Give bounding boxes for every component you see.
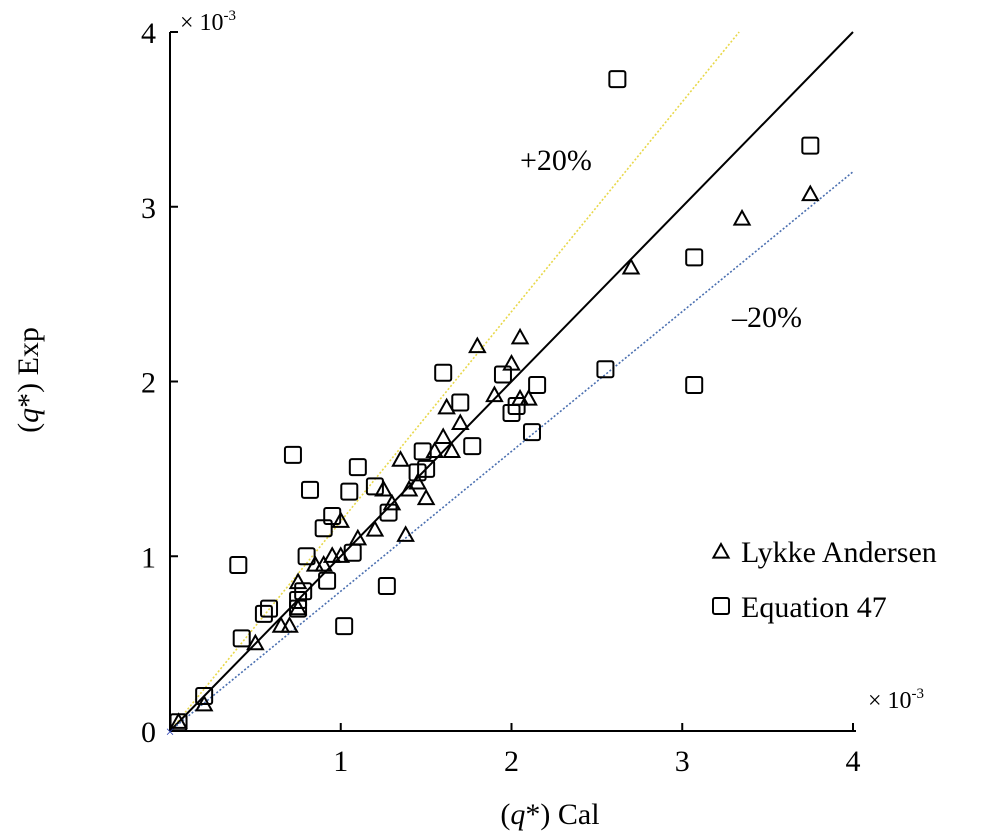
legend: Lykke Andersen Equation 47 bbox=[711, 536, 937, 624]
square-point bbox=[301, 480, 320, 499]
triangle-point bbox=[732, 208, 752, 226]
triangle-point bbox=[280, 616, 299, 633]
square-point bbox=[417, 459, 436, 478]
reference-line-0 bbox=[169, 31, 740, 732]
minus-20-percent-label: –20% bbox=[731, 301, 802, 334]
plus-20-percent-label: +20% bbox=[520, 144, 592, 177]
square-point bbox=[463, 437, 482, 456]
origin-marker: × bbox=[165, 724, 174, 741]
triangle-point bbox=[374, 479, 393, 497]
legend-triangle-marker bbox=[711, 541, 731, 559]
square-point bbox=[365, 477, 384, 496]
triangle-point bbox=[382, 493, 402, 511]
triangle-point bbox=[442, 441, 462, 458]
square-point bbox=[377, 576, 396, 595]
legend-label-lykke-andersen: Lykke Andersen bbox=[741, 536, 937, 569]
square-point bbox=[232, 629, 251, 648]
square-point bbox=[413, 442, 432, 461]
triangle-point bbox=[425, 441, 444, 458]
tick-labels: 1 2 3 4 0 1 2 3 4 bbox=[141, 17, 861, 778]
data-points: × bbox=[165, 70, 820, 741]
triangle-point bbox=[169, 712, 188, 729]
triangle-point bbox=[801, 184, 820, 202]
square-point bbox=[608, 70, 627, 89]
square-point bbox=[169, 713, 188, 732]
triangle-point bbox=[396, 525, 415, 542]
legend-square bbox=[712, 597, 730, 615]
square-point bbox=[318, 571, 337, 590]
triangle-point bbox=[416, 488, 436, 506]
triangle-point bbox=[331, 511, 351, 528]
square-point bbox=[596, 360, 615, 379]
square-point bbox=[229, 555, 248, 574]
reference-line-2 bbox=[169, 171, 854, 732]
square-point bbox=[335, 617, 354, 636]
square-point bbox=[507, 396, 526, 415]
square-point bbox=[348, 458, 367, 477]
square-point bbox=[195, 687, 214, 706]
square-point bbox=[323, 507, 342, 526]
triangle-point bbox=[485, 385, 504, 403]
square-point bbox=[254, 604, 273, 623]
square-point bbox=[294, 582, 313, 601]
triangle-point bbox=[288, 572, 308, 590]
y-tick-label: 0 bbox=[141, 716, 156, 749]
triangle-point bbox=[450, 413, 470, 431]
tick-marks bbox=[170, 31, 854, 732]
y-scale-label: × 10-3 bbox=[180, 8, 236, 36]
x-axis-title: (q*) Cal bbox=[500, 798, 599, 831]
triangle-point bbox=[408, 472, 427, 490]
legend-label-equation-47: Equation 47 bbox=[741, 591, 887, 624]
square-point bbox=[685, 375, 704, 394]
square-point bbox=[502, 403, 521, 422]
square-point bbox=[434, 363, 453, 382]
square-point bbox=[283, 445, 302, 464]
x-tick-label: 4 bbox=[846, 745, 861, 778]
square-point bbox=[451, 393, 470, 412]
x-tick-label: 2 bbox=[504, 745, 519, 778]
triangle-point bbox=[437, 397, 456, 415]
y-tick-label: 4 bbox=[141, 17, 156, 50]
legend-square-marker bbox=[712, 597, 730, 615]
square-point bbox=[260, 599, 279, 618]
square-point bbox=[343, 543, 362, 562]
y-tick-label: 2 bbox=[141, 367, 156, 400]
square-point bbox=[522, 423, 541, 442]
square-point bbox=[297, 547, 316, 566]
y-axis-title: (q*) Exp bbox=[12, 327, 45, 433]
y-tick-label: 1 bbox=[141, 541, 156, 574]
triangle-point bbox=[510, 327, 530, 345]
square-point bbox=[528, 375, 547, 394]
square-point bbox=[289, 599, 308, 618]
square-point bbox=[340, 482, 359, 501]
square-point bbox=[801, 136, 820, 155]
triangle-point bbox=[314, 554, 333, 572]
triangle-point bbox=[621, 257, 641, 275]
triangle-point bbox=[433, 427, 453, 445]
x-tick-label: 1 bbox=[333, 745, 348, 778]
x-tick-label: 3 bbox=[675, 745, 690, 778]
x-scale-label: × 10-3 bbox=[868, 686, 924, 714]
legend-triangle bbox=[711, 541, 731, 559]
square-point bbox=[379, 503, 398, 522]
square-point bbox=[493, 365, 512, 384]
triangle-point bbox=[246, 633, 265, 651]
y-tick-label: 3 bbox=[141, 192, 156, 225]
triangle-point bbox=[468, 336, 487, 354]
square-point bbox=[685, 248, 704, 267]
triangle-point bbox=[365, 519, 385, 537]
triangle-point bbox=[391, 450, 410, 467]
